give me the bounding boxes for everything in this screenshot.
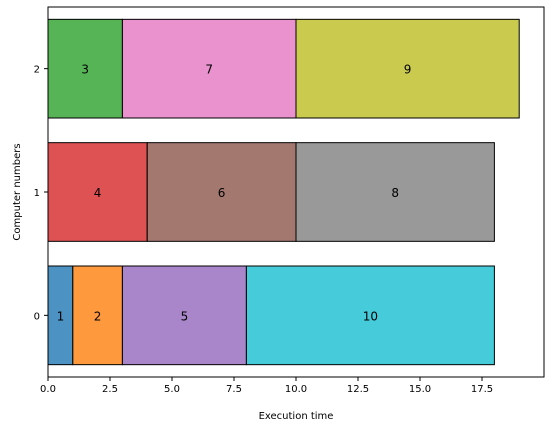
task-label: 3 [81,63,89,77]
bar-computer1-task8 [295,142,495,242]
x-tick-label: 10.0 [285,384,307,395]
bar-computer0-task10 [245,265,495,366]
bar-computer1-task6 [146,142,297,242]
x-tick-label: 15.0 [409,384,431,395]
task-label: 10 [363,309,378,323]
x-tick-label: 7.5 [226,384,242,395]
task-label: 2 [94,309,102,323]
x-tick-label: 2.5 [102,384,118,395]
task-label: 1 [57,309,65,323]
bar-computer2-task9 [295,18,520,119]
x-tick-label: 12.5 [347,384,369,395]
task-label: 8 [391,186,399,200]
y-tick-label: 2 [34,65,40,76]
ticks-layer: 0.0 2.5 5.0 7.5 10.0 12.5 15.0 17.5 0 1 2 [34,65,494,395]
x-axis-label: Execution time [259,411,334,422]
bar-computer1-task4 [47,142,148,242]
bar-computer2-task7 [121,18,297,119]
x-tick-label: 0.0 [40,384,56,395]
bar-computer0-task5 [121,265,247,366]
x-tick-label: 5.0 [164,384,180,395]
y-tick-label: 1 [34,188,40,199]
bar-computer0-task2 [72,265,123,366]
y-axis-label: Computer numbers [12,143,23,240]
task-label: 6 [218,186,226,200]
task-label: 7 [205,63,213,77]
task-label: 5 [181,309,189,323]
task-label: 4 [94,186,102,200]
task-label: 9 [404,63,412,77]
bars-layer: 1 2 5 10 4 6 8 3 7 9 [47,18,520,366]
x-tick-label: 17.5 [471,384,493,395]
y-tick-label: 0 [34,311,40,322]
axes-frame [47,6,545,378]
